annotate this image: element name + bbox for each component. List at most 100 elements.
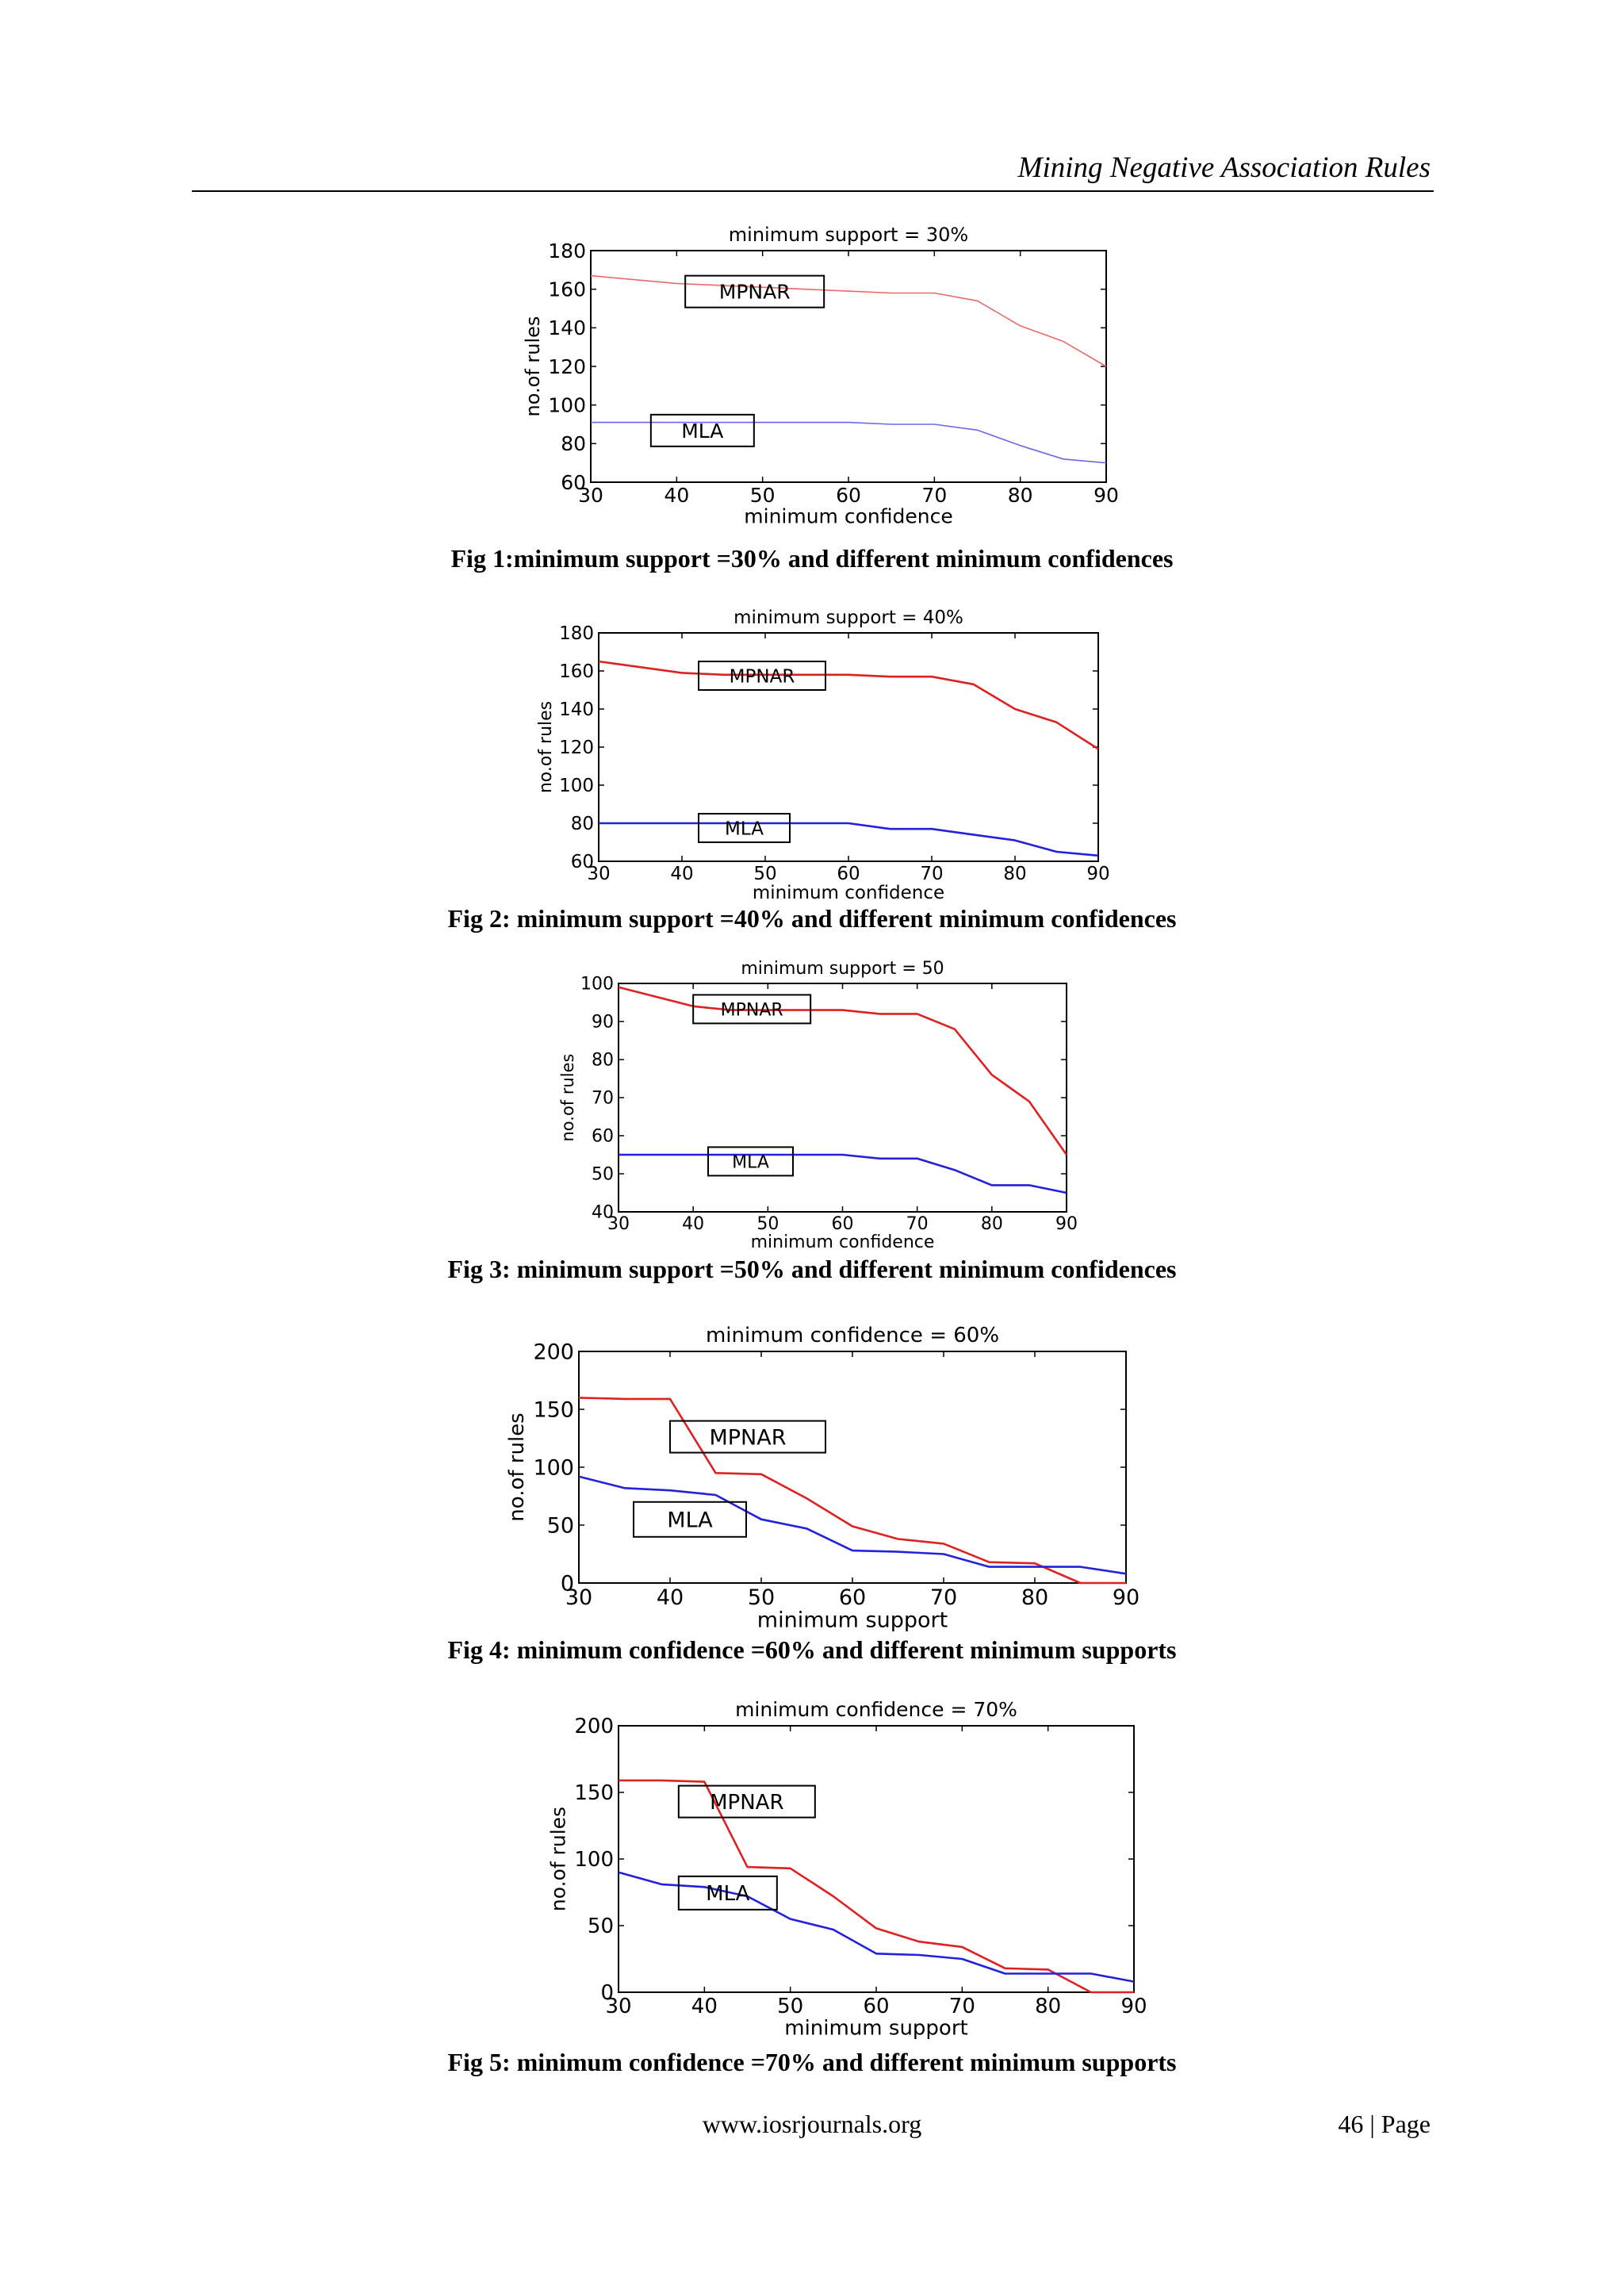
y-tick-label: 0 xyxy=(600,1981,614,2005)
y-tick-label: 50 xyxy=(547,1513,574,1538)
y-tick-label: 60 xyxy=(561,471,586,494)
x-tick-label: 30 xyxy=(565,1585,592,1610)
y-axis-label: no.of rules xyxy=(546,1807,569,1911)
x-tick-label: 80 xyxy=(1003,864,1026,884)
annotation-box xyxy=(633,1501,747,1538)
footer-url: www.iosrjournals.org xyxy=(702,2110,922,2138)
figure-2-caption: Fig 2: minimum support =40% and differen… xyxy=(447,904,1177,933)
annotation-label: MPNAR xyxy=(730,666,795,687)
y-tick-label: 120 xyxy=(559,738,594,758)
chart-title: minimum support = 30% xyxy=(729,224,968,246)
figure-5-chart: minimum confidence = 70% 30 40 50 60 70 80 90 0 5… xyxy=(527,1697,1162,2040)
y-tick-label: 100 xyxy=(559,776,594,796)
x-tick-label: 60 xyxy=(863,1995,889,2018)
x-tick-label: 50 xyxy=(777,1995,803,2018)
y-tick-label: 70 xyxy=(592,1089,614,1109)
annotation-label: MPNAR xyxy=(719,281,791,304)
y-tick-label: 160 xyxy=(559,661,594,682)
figure-2-svg: minimum support = 40% 30 40 50 60 70 80 90 60 80 1… xyxy=(536,608,1109,903)
annotation-box xyxy=(649,413,755,447)
x-axis-label: minimum confidence xyxy=(753,883,944,903)
series-line-mla xyxy=(578,1475,1127,1575)
x-tick-label: 90 xyxy=(1094,484,1119,507)
y-tick-label: 50 xyxy=(592,1165,614,1185)
figure-2-chart: minimum support = 40% 30 40 50 60 70 80 90 60 80 1… xyxy=(508,596,1126,903)
chart-title: minimum confidence = 60% xyxy=(706,1324,999,1347)
y-tick-label: 50 xyxy=(588,1915,614,1938)
x-tick-label: 70 xyxy=(906,1214,929,1234)
series-line-mla xyxy=(599,822,1099,857)
y-tick-label: 100 xyxy=(533,1455,574,1480)
y-axis-label: no.of rules xyxy=(536,701,556,793)
x-tick-label: 60 xyxy=(839,1585,866,1610)
series-line-mla xyxy=(591,421,1107,464)
y-tick-label: 80 xyxy=(571,814,594,834)
plot-area-frame xyxy=(590,250,1107,483)
x-tick-label: 90 xyxy=(1113,1585,1139,1610)
y-tick-label: 180 xyxy=(548,240,586,263)
series-line-mpnar xyxy=(590,274,1107,367)
plot-area-frame xyxy=(618,983,1067,1213)
x-tick-label: 70 xyxy=(920,864,943,884)
x-axis-label: minimum confidence xyxy=(744,504,952,527)
footer-page-number: 46 | Page xyxy=(1338,2110,1431,2138)
x-tick-label: 60 xyxy=(837,864,860,884)
series-line-mpnar xyxy=(578,1397,1126,1585)
annotation-label: MLA xyxy=(725,818,764,839)
x-axis-label: minimum confidence xyxy=(751,1232,935,1252)
x-tick-label: 60 xyxy=(836,484,861,507)
x-tick-label: 50 xyxy=(750,484,776,507)
y-tick-label: 90 xyxy=(592,1013,614,1033)
x-tick-label: 50 xyxy=(748,1585,775,1610)
y-tick-label: 150 xyxy=(574,1781,614,1805)
x-tick-label: 90 xyxy=(1120,1995,1147,2018)
y-tick-label: 80 xyxy=(561,432,586,455)
annotation-box xyxy=(707,1146,794,1177)
x-axis-label: minimum support xyxy=(757,1608,948,1632)
x-tick-label: 80 xyxy=(1035,1995,1061,2018)
x-tick-label: 50 xyxy=(753,864,776,884)
figure-3-caption: Fig 3: minimum support =50% and differen… xyxy=(447,1255,1177,1283)
figure-5-caption: Fig 5: minimum confidence =70% and diffe… xyxy=(447,2048,1177,2076)
y-tick-label: 80 xyxy=(592,1051,614,1071)
x-axis-label: minimum support xyxy=(784,2016,967,2040)
plot-area-frame xyxy=(598,632,1099,862)
y-tick-label: 60 xyxy=(571,852,594,872)
figure-1-caption: Fig 1:minimum support =30% and different… xyxy=(450,544,1174,573)
x-tick-label: 40 xyxy=(670,864,693,884)
x-tick-label: 70 xyxy=(921,484,947,507)
chart-title: minimum support = 50 xyxy=(741,959,944,979)
y-tick-label: 150 xyxy=(533,1397,574,1422)
chart-title: minimum support = 40% xyxy=(733,608,963,628)
annotation-box xyxy=(692,994,812,1025)
y-tick-label: 0 xyxy=(561,1571,574,1596)
x-tick-label: 30 xyxy=(587,864,610,884)
y-tick-label: 100 xyxy=(574,1848,614,1872)
annotation-label: MPNAR xyxy=(721,1000,783,1020)
x-tick-label: 90 xyxy=(1086,864,1109,884)
annotation-box xyxy=(669,1420,826,1454)
annotation-label: MPNAR xyxy=(709,1425,786,1450)
x-tick-label: 30 xyxy=(578,484,603,507)
x-tick-label: 80 xyxy=(1008,484,1033,507)
plot-area-frame xyxy=(618,1725,1135,1993)
figure-3-chart: minimum support = 50 30 40 50 60 70 80 90 40 50 60… xyxy=(531,950,1102,1259)
x-tick-label: 70 xyxy=(930,1585,957,1610)
annotation-box xyxy=(677,1784,816,1819)
series-line-mla xyxy=(618,1871,1135,1983)
y-tick-label: 120 xyxy=(548,355,586,378)
x-tick-label: 60 xyxy=(832,1214,854,1234)
annotation-box xyxy=(684,274,825,309)
y-tick-label: 100 xyxy=(580,975,614,995)
header-rule xyxy=(192,190,1434,192)
x-tick-label: 30 xyxy=(605,1995,631,2018)
y-tick-label: 160 xyxy=(548,278,586,301)
y-tick-label: 200 xyxy=(533,1340,574,1364)
annotation-box xyxy=(698,661,826,691)
running-header-title: Mining Negative Association Rules xyxy=(1017,151,1431,184)
series-line-mla xyxy=(619,1153,1067,1194)
annotation-label: MLA xyxy=(732,1152,769,1172)
x-tick-label: 90 xyxy=(1055,1214,1078,1234)
figure-4-svg: minimum confidence = 60% 30 40 50 60 70 80 90 0 5… xyxy=(505,1324,1139,1632)
